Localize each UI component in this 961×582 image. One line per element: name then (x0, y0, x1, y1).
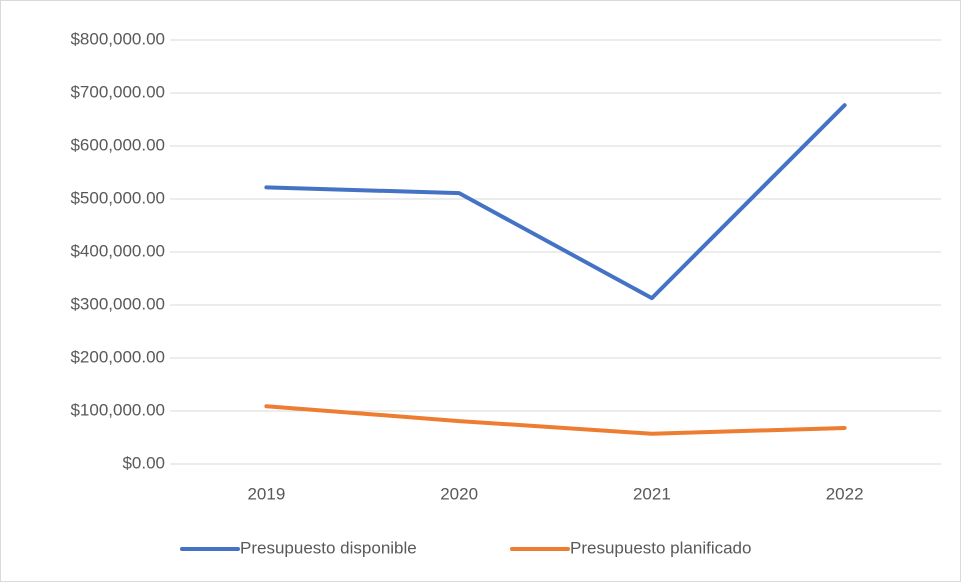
y-tick-label: $0.00 (122, 453, 165, 472)
y-tick-label: $300,000.00 (70, 294, 165, 313)
legend-label: Presupuesto disponible (240, 538, 417, 557)
y-tick-label: $600,000.00 (70, 135, 165, 154)
x-tick-label: 2020 (440, 484, 478, 503)
y-tick-label: $400,000.00 (70, 241, 165, 260)
x-tick-label: 2022 (826, 484, 864, 503)
series-line (264, 404, 847, 436)
x-tick-label: 2021 (633, 484, 671, 503)
x-tick-label: 2019 (247, 484, 285, 503)
series-line (264, 103, 847, 301)
y-tick-label: $700,000.00 (70, 82, 165, 101)
y-tick-label: $500,000.00 (70, 188, 165, 207)
y-tick-label: $800,000.00 (70, 29, 165, 48)
y-tick-label: $100,000.00 (70, 400, 165, 419)
legend-label: Presupuesto planificado (570, 538, 751, 557)
y-tick-label: $200,000.00 (70, 347, 165, 366)
